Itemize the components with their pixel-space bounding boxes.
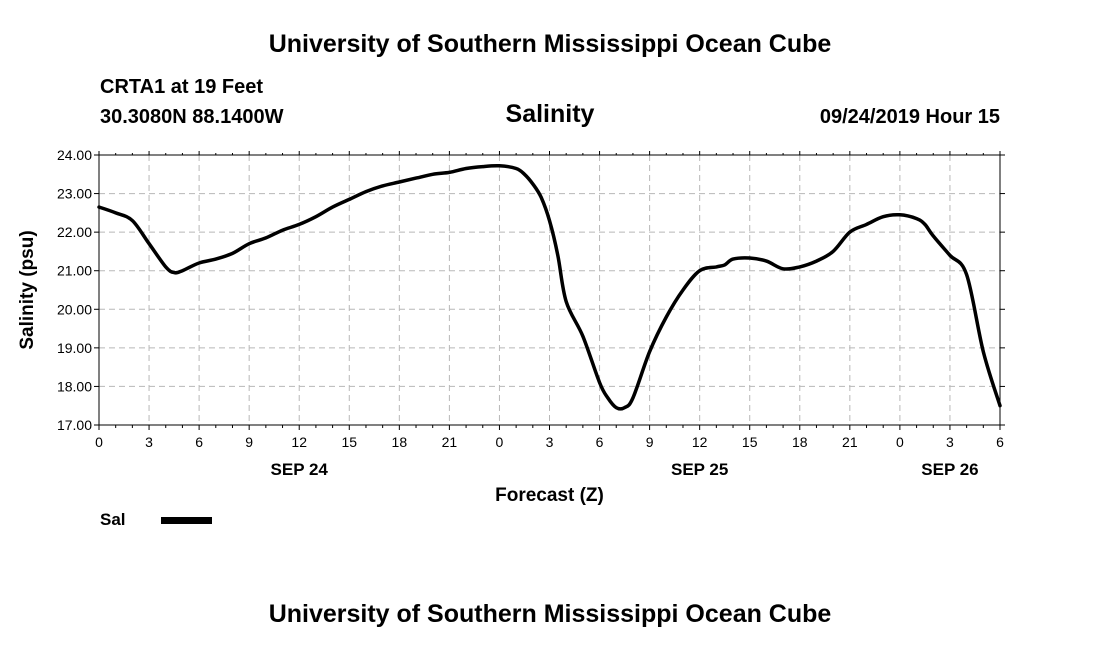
plot-frame — [98, 154, 1001, 426]
x-tick-label: 12 — [291, 434, 307, 450]
x-tick-label: 3 — [145, 434, 153, 450]
y-tick-label: 21.00 — [57, 263, 92, 279]
x-tick-label: 3 — [946, 434, 954, 450]
x-tick-label: 3 — [546, 434, 554, 450]
legend-label: Sal — [100, 510, 126, 529]
chart-series-layer — [97, 163, 1002, 411]
y-tick-label: 22.00 — [57, 224, 92, 240]
x-tick-label: 15 — [742, 434, 758, 450]
x-tick-label: 6 — [195, 434, 203, 450]
header-title: University of Southern Mississippi Ocean… — [268, 30, 832, 58]
station-label: CRTA1 at 19 Feet — [100, 76, 264, 98]
date-label: SEP 26 — [921, 460, 978, 479]
x-tick-label: 12 — [692, 434, 708, 450]
chart-grid — [99, 155, 1000, 425]
x-tick-label: 6 — [596, 434, 604, 450]
y-tick-label: 19.00 — [57, 340, 92, 356]
y-tick-label: 18.00 — [57, 378, 92, 394]
y-tick-label: 17.00 — [57, 417, 92, 433]
y-tick-label: 20.00 — [57, 301, 92, 317]
x-tick-label: 21 — [842, 434, 858, 450]
date-label: SEP 24 — [271, 460, 329, 479]
date-label: SEP 25 — [671, 460, 728, 479]
x-tick-label: 6 — [996, 434, 1004, 450]
x-tick-label: 0 — [496, 434, 504, 450]
x-tick-label: 18 — [392, 434, 408, 450]
y-tick-label: 24.00 — [57, 147, 92, 163]
x-tick-label: 0 — [95, 434, 103, 450]
y-tick-label: 23.00 — [57, 186, 92, 202]
x-tick-label: 9 — [245, 434, 253, 450]
footer-title: University of Southern Mississippi Ocean… — [268, 600, 832, 628]
coordinates-label: 30.3080N 88.1400W — [100, 106, 284, 128]
x-tick-label: 21 — [442, 434, 458, 450]
series-line-sal — [97, 163, 1002, 411]
chart-tick-labels: 0 3 6 9 12 15 18 21 0 3 6 9 12 15 18 21 0 3 6 17.00 18.00 19.… — [57, 147, 1004, 479]
x-tick-label: 15 — [341, 434, 357, 450]
x-axis-label: Forecast (Z) — [495, 485, 604, 506]
y-axis-label: Salinity (psu) — [17, 230, 38, 349]
x-tick-label: 0 — [896, 434, 904, 450]
x-tick-label: 9 — [646, 434, 654, 450]
x-tick-label: 18 — [792, 434, 808, 450]
datetime-label: 09/24/2019 Hour 15 — [819, 106, 1000, 128]
legend-swatch — [161, 517, 212, 524]
chart-title: Salinity — [505, 100, 595, 128]
